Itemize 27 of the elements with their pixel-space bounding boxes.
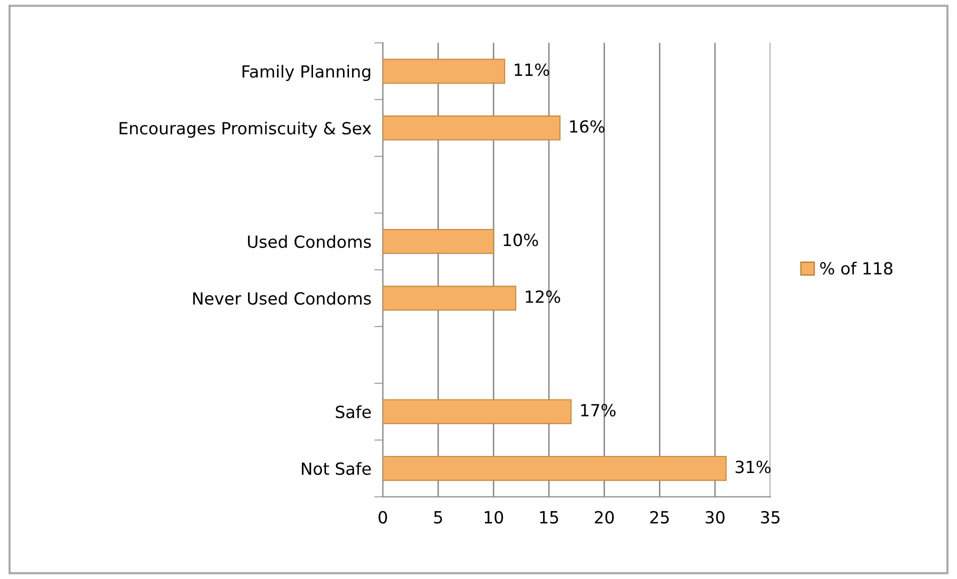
x-tick-label: 25 bbox=[650, 510, 669, 524]
bar bbox=[382, 286, 516, 311]
legend-label: % of 118 bbox=[820, 262, 892, 275]
x-tick-label: 0 bbox=[378, 510, 387, 524]
data-label: 12% bbox=[526, 290, 560, 304]
bar bbox=[382, 399, 572, 424]
y-tick-label: Not Safe bbox=[302, 462, 371, 475]
y-tick-label: Never Used Condoms bbox=[193, 292, 371, 305]
x-tick-label: 35 bbox=[761, 510, 780, 524]
y-tick-label: Used Condoms bbox=[248, 235, 371, 248]
y-tick-label: Safe bbox=[336, 405, 371, 418]
x-tick-label: 10 bbox=[484, 510, 504, 524]
bar bbox=[382, 58, 506, 84]
x-tick-label: 30 bbox=[706, 510, 725, 524]
bar bbox=[382, 228, 494, 254]
data-label: 31% bbox=[736, 460, 771, 474]
bar bbox=[382, 115, 561, 140]
data-label: 17% bbox=[581, 404, 616, 417]
x-tick-label: 5 bbox=[434, 511, 442, 524]
data-label: 11% bbox=[514, 63, 550, 76]
data-label: 10% bbox=[504, 234, 538, 246]
y-tick-label: Family Planning bbox=[242, 64, 370, 82]
data-label: 16% bbox=[570, 120, 604, 133]
x-tick-label: 20 bbox=[594, 510, 614, 524]
y-tick-label: Encourages Promiscuity & Sex bbox=[120, 122, 372, 138]
bar bbox=[382, 456, 727, 481]
x-tick-label: 15 bbox=[540, 511, 558, 524]
